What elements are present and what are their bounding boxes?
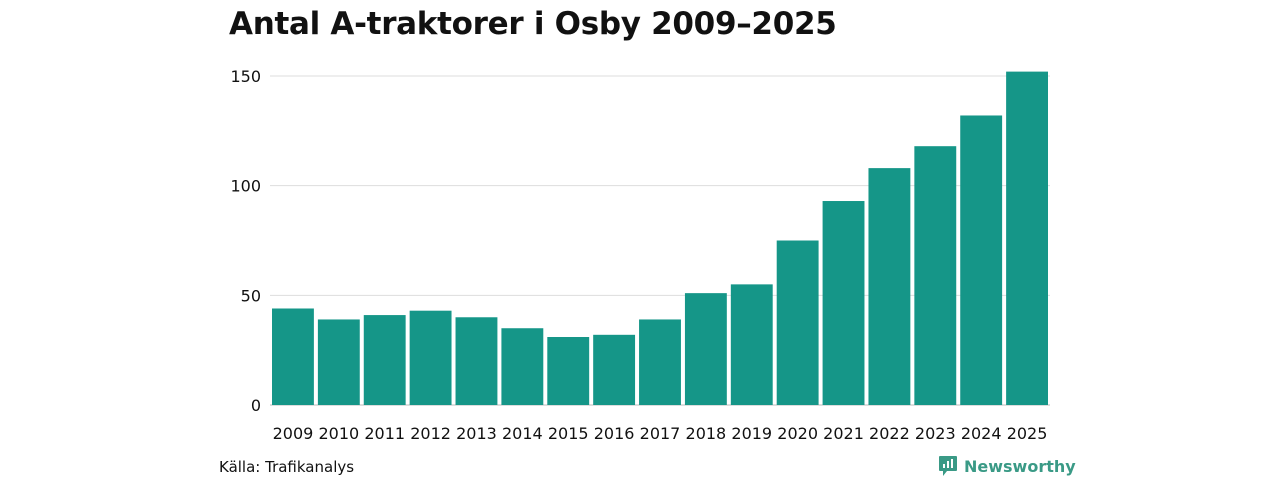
x-tick-label: 2022 xyxy=(869,424,910,443)
x-tick-label: 2011 xyxy=(364,424,405,443)
x-tick-label: 2010 xyxy=(318,424,359,443)
bar-2023 xyxy=(914,146,957,406)
x-tick-label: 2017 xyxy=(640,424,681,443)
x-tick-label: 2020 xyxy=(777,424,818,443)
x-tick-label: 2018 xyxy=(686,424,727,443)
bar-2019 xyxy=(730,284,773,405)
x-tick-label: 2009 xyxy=(273,424,314,443)
x-tick-label: 2012 xyxy=(410,424,451,443)
bar-2020 xyxy=(776,240,819,405)
brand-name: Newsworthy xyxy=(964,456,1076,476)
bar-2016 xyxy=(593,334,636,405)
bar-2011 xyxy=(363,315,406,405)
y-tick-label: 50 xyxy=(241,286,261,305)
bar-2010 xyxy=(317,319,360,405)
x-axis-ticks: 2009 2010 2011 2012 2013 2014 2015 2016 2017 2018… xyxy=(273,424,1048,443)
bar-2021 xyxy=(822,201,865,405)
bar-2013 xyxy=(455,317,498,405)
y-axis-ticks: 0 50 100 150 xyxy=(230,67,261,415)
x-tick-label: 2014 xyxy=(502,424,543,443)
x-tick-label: 2016 xyxy=(594,424,635,443)
bar-2024 xyxy=(960,115,1003,405)
x-tick-label: 2025 xyxy=(1007,424,1048,443)
y-tick-label: 100 xyxy=(230,177,261,196)
source-note: Källa: Trafikanalys xyxy=(219,458,355,476)
x-tick-label: 2023 xyxy=(915,424,956,443)
x-tick-label: 2024 xyxy=(961,424,1002,443)
y-tick-label: 150 xyxy=(230,67,261,86)
bar-2018 xyxy=(684,293,727,405)
chart-title: Antal A-traktorer i Osby 2009–2025 xyxy=(229,6,837,42)
brand-logo: Newsworthy xyxy=(938,455,1076,477)
bar-2022 xyxy=(868,168,911,405)
bar-2017 xyxy=(639,319,681,405)
y-tick-label: 0 xyxy=(251,396,261,415)
bar-2015 xyxy=(547,337,590,405)
bar-2025 xyxy=(1006,71,1048,405)
bars xyxy=(272,71,1048,406)
bar-2012 xyxy=(409,310,452,405)
x-tick-label: 2015 xyxy=(548,424,589,443)
bar-2009 xyxy=(272,308,314,405)
x-tick-label: 2013 xyxy=(456,424,497,443)
bar-2014 xyxy=(501,328,544,405)
x-tick-label: 2021 xyxy=(823,424,864,443)
newsworthy-logo-icon xyxy=(939,456,957,476)
x-tick-label: 2019 xyxy=(731,424,772,443)
